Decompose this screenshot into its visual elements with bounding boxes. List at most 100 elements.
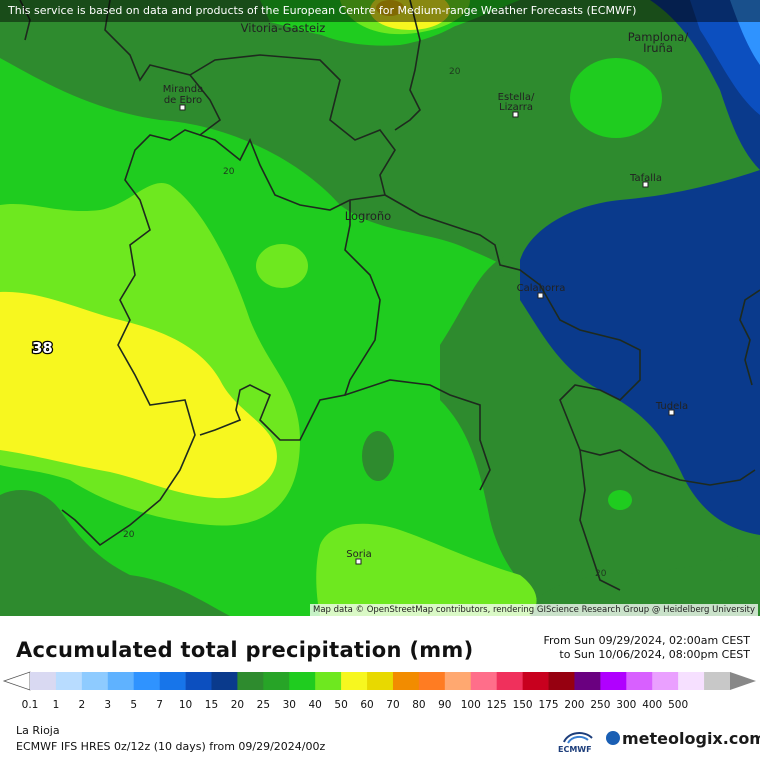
city-label-pamplona[interactable]: Pamplona/ (628, 30, 689, 44)
legend-color-swatch (548, 672, 575, 690)
legend-color-swatch (263, 672, 290, 690)
legend-color-swatch (107, 672, 135, 690)
field-yellow-max (0, 291, 277, 499)
legend-color-swatch (600, 672, 627, 690)
legend-color-swatch (237, 672, 264, 690)
legend-tick-label: 250 (590, 699, 610, 711)
ecmwf-notice-banner: This service is based on data and produc… (0, 0, 760, 22)
city-label-calahorra[interactable]: Calahorra (517, 283, 566, 294)
legend-color-swatch (30, 672, 57, 690)
legend-color-swatch (496, 672, 523, 690)
meteologix-globe-icon (606, 731, 620, 745)
city-label-soria[interactable]: Soria (346, 549, 371, 560)
ecmwf-logo-label: ECMWF (558, 745, 592, 754)
legend-tick-label: 175 (538, 699, 558, 711)
legend-tick-label: 40 (309, 699, 322, 711)
precipitation-map[interactable]: 20 20 20 20 38 Vitoria-Gasteiz Pamplona/… (0, 0, 760, 616)
legend-color-swatch (289, 672, 316, 690)
contour-label: 20 (223, 167, 235, 177)
legend-color-swatch (367, 672, 394, 690)
legend-tick-label: 10 (179, 699, 192, 711)
max-value-label: 38 (32, 339, 53, 357)
legend-tick-label: 70 (386, 699, 399, 711)
date-to: to Sun 10/06/2024, 08:00pm CEST (559, 648, 750, 661)
legend-color-swatch (444, 672, 472, 690)
field-dark-green-se (520, 550, 760, 616)
city-label-logrono[interactable]: Logroño (345, 209, 391, 223)
legend-tick-label: 3 (104, 699, 111, 711)
field-blue-light-ne (730, 0, 760, 65)
legend-color-swatch (522, 672, 549, 690)
legend-tick-label: 300 (616, 699, 636, 711)
legend-tick-label: 90 (438, 699, 451, 711)
field-mid-green-pamplona (570, 58, 662, 138)
contour-label: 20 (449, 67, 461, 77)
field-light-green-soria (316, 523, 537, 616)
legend-tick-label: 60 (360, 699, 373, 711)
city-label-estella[interactable]: Estella/ (498, 92, 535, 103)
legend-tick-label: 50 (334, 699, 347, 711)
model-run-info: ECMWF IFS HRES 0z/12z (10 days) from 09/… (16, 740, 326, 753)
meteologix-brand-text: meteologix.com (622, 729, 760, 748)
legend-color-swatch (315, 672, 342, 690)
legend-tick-label: 1 (53, 699, 60, 711)
legend-color-swatch (652, 672, 679, 690)
legend-tick-label: 80 (412, 699, 425, 711)
legend-color-swatch (81, 672, 109, 690)
legend-color-swatch (418, 672, 446, 690)
legend-tick-label: 7 (156, 699, 163, 711)
city-label-pamplona[interactable]: Iruña (643, 41, 673, 55)
meteologix-logo[interactable]: meteologix.com (606, 729, 760, 748)
legend-tick-label: 15 (205, 699, 218, 711)
region-name: La Rioja (16, 724, 60, 737)
legend-tick-label: 2 (79, 699, 86, 711)
legend-tick-label: 0.1 (22, 699, 39, 711)
legend-color-swatch (626, 672, 653, 690)
legend-tick-label: 25 (257, 699, 270, 711)
legend-tick-label: 5 (130, 699, 137, 711)
legend-tick-label: 400 (642, 699, 662, 711)
legend-color-swatch (678, 672, 705, 690)
legend-tick-label: 100 (461, 699, 481, 711)
legend-tick-label: 150 (513, 699, 533, 711)
admin-boundaries (19, 0, 760, 591)
date-range: From Sun 09/29/2024, 02:00am CEST to Sun… (543, 634, 750, 662)
precipitation-legend: 0.1 1 2 3 5 7 10 15 20 25 30 40 50 60 70 80 90 100 125 150 1… (2, 671, 756, 711)
legend-color-swatch (159, 672, 186, 690)
city-label-vitoria[interactable]: Vitoria-Gasteiz (241, 21, 326, 35)
legend-color-swatch (341, 672, 368, 690)
legend-color-swatch (185, 672, 212, 690)
map-title: Accumulated total precipitation (mm) (16, 638, 474, 662)
city-label-tafalla[interactable]: Tafalla (629, 173, 662, 184)
contour-label: 20 (123, 530, 135, 540)
field-dark-green-sw (0, 490, 230, 616)
legend-color-swatch (55, 672, 83, 690)
city-label-miranda[interactable]: Miranda (163, 84, 203, 95)
legend-color-swatch (704, 672, 731, 690)
legend-color-swatch (133, 672, 160, 690)
legend-tick-label: 20 (231, 699, 244, 711)
date-from: From Sun 09/29/2024, 02:00am CEST (543, 634, 750, 647)
legend-arrow-low (2, 671, 31, 691)
legend-color-swatch (392, 672, 420, 690)
legend-color-swatch (574, 672, 601, 690)
field-dark-green-spot (362, 431, 394, 481)
legend-tick-label: 200 (564, 699, 584, 711)
ecmwf-logo-icon[interactable] (558, 728, 602, 756)
city-label-estella[interactable]: Lizarra (499, 102, 533, 113)
legend-tick-label: 500 (668, 699, 688, 711)
city-markers (179, 104, 675, 565)
city-label-miranda[interactable]: de Ebro (164, 95, 202, 106)
field-light-green-small (256, 244, 308, 288)
city-label-tudela[interactable]: Tudela (655, 401, 688, 412)
legend-arrow-high (730, 672, 756, 690)
legend-color-swatch (211, 672, 238, 690)
legend-tick-label: 125 (487, 699, 507, 711)
legend-color-swatch (470, 672, 497, 690)
contour-label: 20 (595, 569, 607, 579)
field-mid-green-dot (608, 490, 632, 510)
field-orange-top (376, 0, 404, 16)
map-attribution[interactable]: Map data © OpenStreetMap contributors, r… (310, 604, 758, 616)
legend-tick-label: 30 (283, 699, 296, 711)
